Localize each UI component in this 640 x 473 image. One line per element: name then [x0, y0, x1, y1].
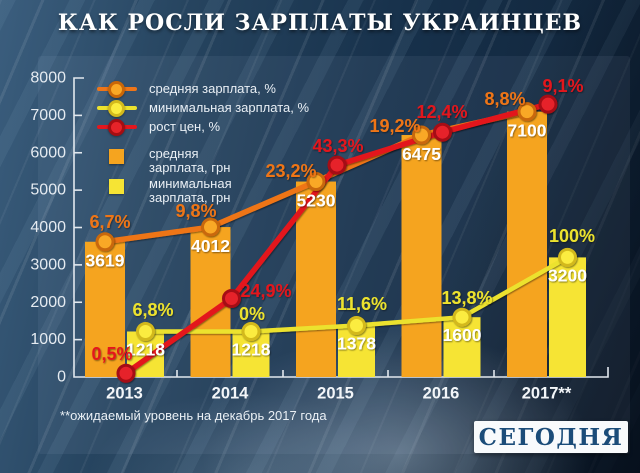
label-price-2017**: 9,1% — [542, 76, 583, 96]
marker-avg-pct-2014 — [201, 217, 220, 237]
label-min-pct-2014: 0% — [239, 304, 265, 324]
label-min-pct-2016: 13,8% — [441, 288, 492, 308]
marker-price-2017** — [538, 94, 558, 114]
label-min-pct-2017**: 100% — [549, 226, 595, 246]
legend-item-avg-salary-pct: средняя зарплата, % — [96, 81, 309, 98]
bar-avg-salary-2016 — [401, 134, 442, 377]
y-axis-label: 6000 — [30, 144, 66, 161]
bar-min-salary-2016 — [443, 317, 481, 377]
axis-frame — [73, 77, 609, 378]
label-price-2016: 12,4% — [416, 102, 467, 122]
chart-legend: средняя зарплата, % минимальная зарплата… — [96, 81, 309, 207]
y-axis-label: 1000 — [30, 331, 66, 348]
label-price-2015: 43,3% — [312, 136, 363, 156]
marker-price-2016 — [433, 122, 452, 142]
marker-min-pct-2015 — [347, 315, 366, 335]
legend-item-price-growth: рост цен, % — [96, 119, 309, 136]
y-axis-label: 2000 — [30, 294, 66, 311]
x-axis-label-2015: 2015 — [317, 385, 354, 403]
label-price-2013: 0,5% — [91, 344, 132, 364]
label-avg-pct-2016: 19,2% — [369, 116, 420, 136]
avg-salary-line-icon — [96, 81, 138, 98]
bar-avg-salary-2015 — [296, 181, 336, 377]
marker-price-2014 — [222, 289, 241, 309]
marker-price-2015 — [327, 155, 347, 175]
marker-min-pct-2014 — [241, 321, 261, 341]
label-avg-pct-2014: 9,8% — [175, 201, 216, 221]
marker-avg-pct-2015 — [306, 172, 326, 192]
legend-label: средняя зарплата, % — [149, 81, 276, 97]
legend-label: минимальная зарплата, грн — [149, 176, 232, 205]
label-avg-pct-2015: 23,2% — [265, 161, 316, 181]
bar-avg-salary-2013 — [85, 241, 125, 377]
footnote: **ожидаемый уровень на декабрь 2017 года — [60, 408, 327, 423]
segodnya-logo: СЕГОДНЯ — [474, 421, 628, 453]
label-avg-pct-2013: 6,7% — [89, 212, 130, 232]
y-axis-label: 5000 — [30, 182, 66, 199]
avg-salary-bar-swatch-icon — [109, 149, 124, 164]
legend-item-min-salary-pct: минимальная зарплата, % — [96, 100, 310, 117]
value-min-salary-2015: 1378 — [337, 333, 376, 353]
legend-item-avg-salary-uah: средняя зарплата, грн — [96, 147, 309, 174]
value-avg-salary-2015: 5230 — [297, 191, 336, 211]
value-min-salary-2016: 1600 — [443, 325, 482, 345]
y-axis-label: 0 — [57, 369, 66, 386]
min-salary-line-icon — [96, 100, 138, 117]
marker-min-pct-2016 — [452, 307, 472, 327]
min-salary-marker-icon — [108, 100, 125, 117]
value-avg-salary-2016: 6475 — [402, 144, 441, 164]
legend-item-min-salary-uah: минимальная зарплата, грн — [96, 177, 309, 204]
y-axis-label: 4000 — [30, 219, 66, 236]
marker-price-2013 — [116, 363, 136, 383]
marker-avg-pct-2017** — [517, 102, 537, 122]
y-axis-label: 7000 — [30, 107, 66, 124]
price-growth-line-icon — [96, 119, 138, 136]
x-axis-label-2017**: 2017** — [522, 385, 572, 403]
legend-label: минимальная зарплата, % — [149, 100, 310, 116]
value-min-salary-2013: 1218 — [126, 339, 165, 359]
x-axis-label-2014: 2014 — [212, 385, 250, 403]
marker-min-pct-2017** — [558, 247, 577, 267]
value-avg-salary-2013: 3619 — [86, 251, 125, 271]
avg-salary-marker-icon — [108, 81, 125, 98]
min-salary-bar-swatch-icon — [109, 179, 124, 194]
value-min-salary-2014: 1218 — [232, 339, 271, 359]
page-title: КАК РОСЛИ ЗАРПЛАТЫ УКРАИНЦЕВ — [57, 10, 583, 36]
legend-label: рост цен, % — [149, 119, 221, 135]
x-axis-label-2013: 2013 — [106, 385, 143, 403]
price-growth-marker-icon — [108, 119, 125, 136]
label-avg-pct-2017**: 8,8% — [484, 89, 525, 109]
bar-min-salary-2017** — [549, 257, 586, 377]
legend-label: средняя зарплата, грн — [149, 146, 231, 175]
y-axis-label: 8000 — [30, 70, 66, 87]
value-avg-salary-2017**: 7100 — [508, 121, 547, 141]
value-min-salary-2017**: 3200 — [548, 265, 587, 285]
y-axis-label: 3000 — [30, 256, 66, 273]
label-min-pct-2013: 6,8% — [132, 300, 173, 320]
value-avg-salary-2014: 4012 — [191, 236, 230, 256]
marker-avg-pct-2013 — [95, 232, 115, 252]
label-min-pct-2015: 11,6% — [337, 294, 387, 314]
marker-avg-pct-2016 — [412, 125, 431, 145]
bar-avg-salary-2017** — [507, 111, 547, 377]
x-axis-label-2016: 2016 — [423, 385, 460, 403]
marker-min-pct-2013 — [136, 321, 155, 341]
label-price-2014: 24,9% — [240, 281, 291, 301]
